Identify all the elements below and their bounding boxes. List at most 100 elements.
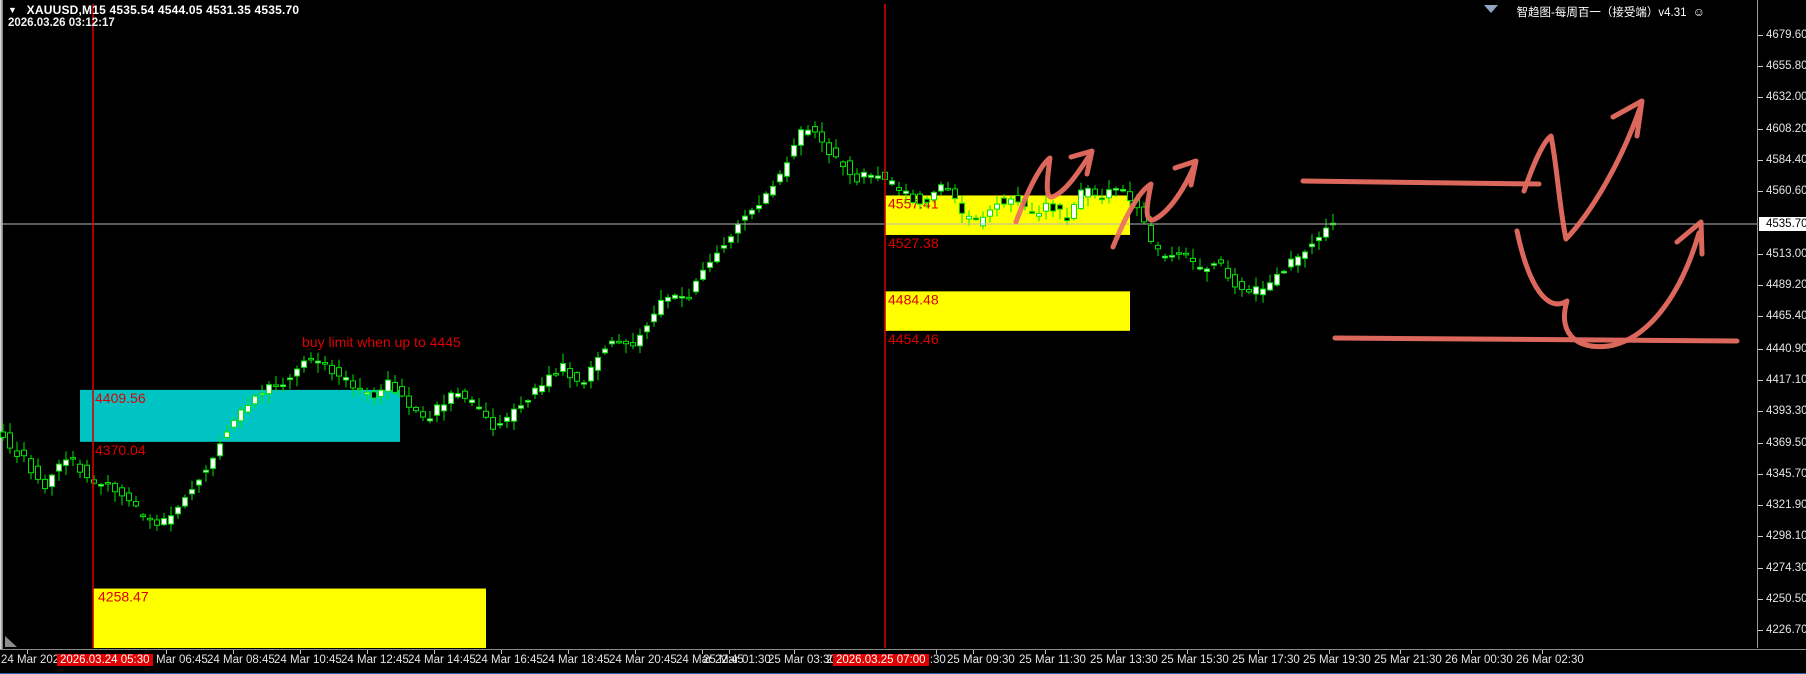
hand-drawn-up-arrow-1-head[interactable] [1068,148,1095,177]
candle-body [1323,227,1329,238]
candle-body [217,443,223,457]
candle-body [238,409,244,422]
candle-body [819,131,825,143]
candle-body [756,204,762,210]
candle-body [791,145,797,157]
candle-body [595,357,601,371]
zone-yellow-4258-top-label: 4258.47 [98,589,149,605]
candle-body [161,518,167,526]
price-tick: 4489.20 [1758,278,1806,292]
candle-body [77,463,83,473]
candle-body [1092,188,1098,196]
time-tick [1045,650,1046,654]
chart-canvas[interactable]: 4409.56 4370.04 4557.41 4527.38 4484.48 4454.… [0,0,1757,648]
candle-body [301,360,307,368]
candle-body [147,517,153,521]
hand-drawn-hline-lower[interactable] [1332,335,1740,344]
candle-body [1127,191,1133,202]
candle-body [329,364,335,375]
candle-body [378,389,384,397]
candle-body [868,174,874,178]
hand-drawn-annotations [1013,98,1740,350]
candlestick-plot[interactable]: 4409.564370.044557.414527.384484.484454.… [0,0,1757,648]
candle-body [588,366,594,382]
candle-body [714,252,720,263]
buy-limit-note[interactable]: buy limit when up to 4445 [302,334,461,350]
candle-body [917,193,923,205]
candle-body [483,410,489,418]
chevron-down-icon[interactable] [1484,5,1498,13]
price-tick: 4274.30 [1758,561,1806,575]
time-tick [434,650,435,654]
hand-drawn-zigzag-arrow[interactable] [1521,105,1643,242]
candle-body [1190,257,1196,263]
symbol-dropdown-icon[interactable]: ▼ [8,5,18,15]
candle-body [385,379,391,392]
price-tick: 4679.60 [1758,28,1806,42]
candle-body [280,384,286,388]
time-tick [794,650,795,654]
server-datetime: 2026.03.26 03:12:17 [8,17,115,29]
indicator-name-text: 智趋图-每周百一（接受端）v4.31 [1516,7,1687,19]
candle-body [35,465,41,480]
candle-body [616,340,622,344]
candle-body [308,357,314,361]
zone-yellow-4484-top-label: 4484.48 [888,291,939,307]
hand-drawn-u-arrow[interactable] [1514,228,1702,350]
candle-body [525,400,531,403]
candle-body [945,187,951,191]
candle-body [567,368,573,379]
chart-shift-icon[interactable] [5,636,17,647]
candle-body [1267,282,1273,291]
candle-body [987,209,993,217]
hand-drawn-u-arrow-head[interactable] [1674,219,1705,257]
time-label: 24 Mar 14:45 [408,654,476,666]
hand-drawn-zigzag-arrow-head[interactable] [1610,98,1645,139]
candle-body [805,129,811,136]
time-label: 26 Mar 02:30 [1516,654,1584,666]
time-tick [1187,650,1188,654]
candle-body [399,385,405,397]
zone-yellow-4258[interactable] [93,588,486,648]
hand-drawn-up-arrow-2[interactable] [1110,161,1198,250]
time-tick [27,650,28,654]
hand-drawn-up-arrow-1[interactable] [1013,150,1094,225]
candle-body [966,215,972,220]
zone-yellow-4484[interactable] [885,291,1130,331]
candle-body [105,482,111,485]
time-label: 25 Mar 19:30 [1303,654,1371,666]
candle-body [770,185,776,196]
candle-body [546,374,552,387]
candle-body [287,377,293,381]
candle-body [182,497,188,507]
candle-body [1106,189,1112,199]
time-label: 25 Mar 15:30 [1161,654,1229,666]
price-axis[interactable]: 4679.60 4655.80 4632.00 4608.20 4584.40 4560.… [1757,0,1806,648]
candle-body [252,395,258,405]
hand-drawn-hline-upper[interactable] [1300,178,1542,187]
candle-body [7,432,13,449]
time-tick [702,650,703,654]
time-label: 25 Mar 03:30 [768,654,836,666]
candle-body [826,142,832,156]
candle-body [441,404,447,412]
candle-body [707,261,713,269]
time-tick [1329,650,1330,654]
candle-body [1057,204,1063,210]
candle-body [672,294,678,299]
candle-body [392,382,398,393]
candle-body [119,487,125,497]
candle-body [1197,266,1203,270]
candle-body [1316,236,1322,242]
candle-body [1274,273,1280,286]
time-label: 25 Mar 09:30 [947,654,1015,666]
candle-body [623,340,629,345]
candle-body [476,406,482,410]
candle-body [448,392,454,404]
candle-body [112,482,118,493]
time-axis[interactable]: 24 Mar 2026 2026.03.24 05:30 24 Mar 06:45 2… [0,649,1806,673]
time-label: 24 Mar 10:45 [274,654,342,666]
hand-drawn-up-arrow-2-head[interactable] [1172,158,1199,188]
candle-body [133,501,139,507]
time-tick [568,650,569,654]
